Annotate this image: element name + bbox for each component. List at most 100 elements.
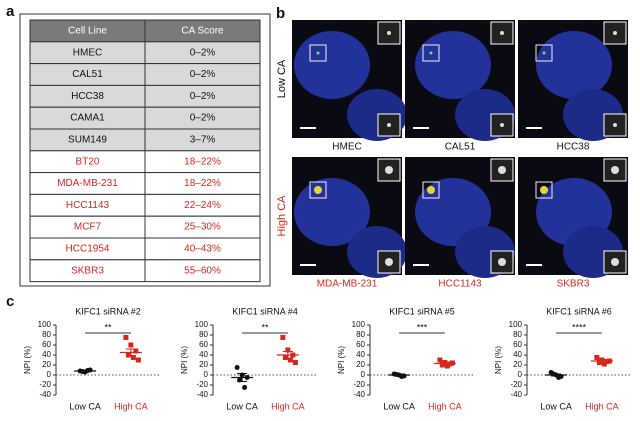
image-caption: SKBR3 [557,279,590,290]
x-tick-label: High CA [114,401,148,411]
data-point [242,385,248,390]
y-axis-label: NPI (%) [494,346,503,374]
table-cell: 22–24% [184,200,221,211]
y-tick-label: 100 [195,320,209,329]
table-cell: 0–2% [190,91,216,102]
y-tick-label: 60 [42,340,51,349]
y-tick-label: -20 [510,380,522,389]
y-tick-label: 100 [352,320,366,329]
x-tick-label: Low CA [69,401,101,411]
table-cell: SUM149 [68,135,107,146]
data-point [280,335,286,340]
nucleus [536,31,612,99]
y-tick-label: 40 [199,350,208,359]
centrosome [316,51,320,55]
table-cell: 18–22% [184,178,221,189]
centrosome [542,51,546,55]
table-cell: HCC38 [71,91,104,102]
y-tick-label: 20 [356,360,365,369]
centrosome [385,166,393,174]
chart-title: KIFC1 siRNA #6 [546,306,612,316]
y-tick-label: 80 [42,330,51,339]
data-point [444,363,450,369]
y-tick-label: 80 [356,330,365,339]
x-tick-label: High CA [428,401,462,411]
table-cell: 18–22% [184,156,221,167]
y-tick-label: 60 [199,340,208,349]
panel-label: b [276,5,285,22]
y-tick-label: 0 [47,370,52,379]
table-cell: 0–2% [190,113,216,124]
data-point [594,355,600,360]
nucleus [294,178,370,246]
y-tick-label: -40 [353,390,365,399]
centrosome [500,31,504,35]
x-tick-label: Low CA [226,401,258,411]
data-point [292,360,298,365]
table-cell: 25–30% [184,222,221,233]
y-tick-label: 80 [513,330,522,339]
centrosome [385,258,393,266]
data-point [133,348,139,354]
centrosome [427,186,435,194]
y-axis-label: NPI (%) [337,346,346,374]
header-cell: Cell Line [68,26,107,37]
table-cell: HCC1143 [66,200,110,211]
panel-label: a [6,3,15,20]
nucleus [294,31,370,99]
table-cell: MDA-MB-231 [57,178,118,189]
y-tick-label: 0 [518,370,523,379]
image-caption: MDA-MB-231 [317,279,378,290]
y-tick-label: 0 [204,370,209,379]
y-tick-label: 40 [356,350,365,359]
image-caption: CAL51 [445,142,476,153]
table-cell: HCC1954 [66,244,110,255]
header-cell: CA Score [181,26,224,37]
table-cell: 0–2% [190,69,216,80]
y-tick-label: -20 [39,380,51,389]
centrosome [498,258,506,266]
chart-title: KIFC1 siRNA #2 [75,306,141,316]
y-tick-label: -40 [196,390,208,399]
significance-label: *** [417,322,428,332]
data-point [285,347,291,353]
roi-box [309,44,327,62]
centrosome [314,186,322,194]
centrosome [500,123,504,127]
table-frame [19,13,271,287]
y-tick-label: 0 [361,370,366,379]
centrosome [540,186,548,194]
data-point [437,357,443,363]
data-point [130,355,136,360]
y-axis-label: NPI (%) [180,346,189,374]
row-label: Low CA [276,59,288,98]
image-caption: HMEC [332,142,361,153]
image-caption: HCC38 [557,142,590,153]
centrosome [611,166,619,174]
y-tick-label: -40 [510,390,522,399]
centrosome [613,31,617,35]
y-tick-label: 20 [513,360,522,369]
y-tick-label: 60 [356,340,365,349]
centrosome [387,123,391,127]
centrosome [387,31,391,35]
centrosome [611,258,619,266]
y-tick-label: -20 [353,380,365,389]
roi-box [535,44,553,62]
y-axis-label: NPI (%) [23,346,32,374]
nucleus [415,31,491,99]
x-tick-label: Low CA [383,401,415,411]
chart-title: KIFC1 siRNA #4 [232,306,298,316]
x-tick-label: High CA [271,401,305,411]
centrosome [429,51,433,55]
table-cell: SKBR3 [71,265,104,276]
roi-box [309,181,327,199]
x-tick-label: Low CA [540,401,572,411]
y-tick-label: 40 [42,350,51,359]
significance-label: ** [104,322,112,332]
table-cell: CAMA1 [70,113,105,124]
data-point [601,361,607,367]
table-cell: BT20 [76,156,100,167]
data-point [135,357,141,363]
